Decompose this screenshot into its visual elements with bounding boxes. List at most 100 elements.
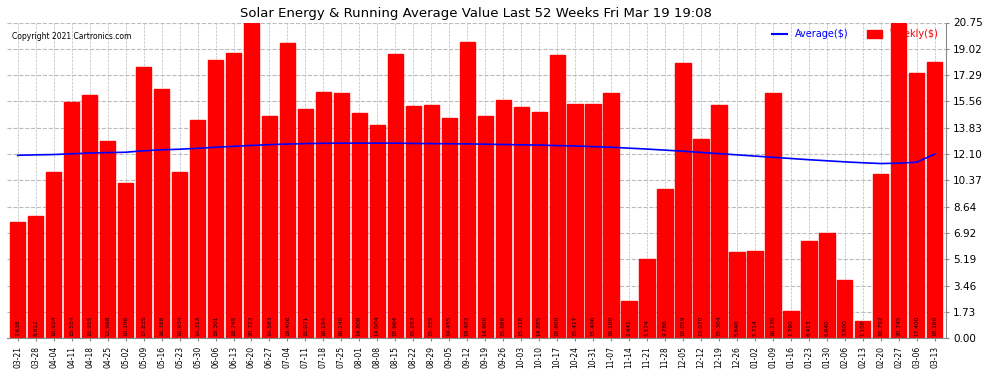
Bar	[208, 60, 223, 338]
Bar	[657, 189, 672, 338]
Text: 5.640: 5.640	[735, 319, 740, 336]
Text: 16.100: 16.100	[609, 316, 614, 336]
Bar	[514, 106, 529, 338]
Text: 14.313: 14.313	[195, 315, 200, 336]
Bar	[10, 222, 26, 338]
Text: 13.070: 13.070	[699, 315, 704, 336]
Text: 14.004: 14.004	[375, 315, 380, 336]
Text: 15.071: 15.071	[303, 315, 308, 336]
Text: 15.554: 15.554	[69, 315, 74, 336]
Text: 2.441: 2.441	[627, 319, 632, 336]
Bar	[801, 241, 817, 338]
Text: 18.664: 18.664	[393, 316, 398, 336]
Text: 18.745: 18.745	[231, 315, 236, 336]
Bar	[64, 102, 79, 338]
Text: 8.012: 8.012	[34, 319, 39, 336]
Bar	[442, 118, 457, 338]
Text: 14.455: 14.455	[446, 315, 451, 336]
Text: 15.283: 15.283	[411, 315, 416, 336]
Title: Solar Energy & Running Average Value Last 52 Weeks Fri Mar 19 19:08: Solar Energy & Running Average Value Las…	[241, 7, 712, 20]
Text: 1.790: 1.790	[788, 319, 793, 336]
Bar	[118, 183, 134, 338]
Bar	[459, 42, 475, 338]
Text: 5.174: 5.174	[644, 319, 649, 336]
Text: 3.800: 3.800	[842, 319, 847, 336]
Bar	[369, 125, 385, 338]
Text: 16.388: 16.388	[159, 315, 164, 336]
Bar	[190, 120, 205, 338]
Bar	[855, 321, 870, 338]
Text: 7.638: 7.638	[15, 319, 20, 336]
Text: 18.160: 18.160	[933, 316, 938, 336]
Bar	[783, 311, 799, 338]
Text: 9.786: 9.786	[662, 319, 667, 336]
Text: 15.355: 15.355	[429, 315, 434, 336]
Text: 6.413: 6.413	[807, 319, 812, 336]
Text: 10.792: 10.792	[878, 315, 883, 336]
Text: 6.940: 6.940	[825, 319, 830, 336]
Bar	[640, 260, 654, 338]
Bar	[100, 141, 115, 338]
Bar	[622, 301, 637, 338]
Bar	[496, 99, 511, 338]
Text: 1.100: 1.100	[860, 319, 865, 336]
Bar	[153, 89, 169, 338]
Bar	[765, 93, 780, 338]
Text: 16.140: 16.140	[339, 316, 344, 336]
Text: 15.955: 15.955	[87, 315, 92, 336]
Bar	[136, 67, 151, 338]
Text: 15.406: 15.406	[591, 315, 596, 336]
Bar	[604, 93, 619, 338]
Text: 15.304: 15.304	[717, 315, 722, 336]
Bar	[424, 105, 439, 338]
Bar	[873, 174, 888, 338]
Bar	[261, 116, 277, 338]
Text: 10.924: 10.924	[51, 315, 56, 336]
Text: 10.196: 10.196	[123, 316, 128, 336]
Text: 18.600: 18.600	[554, 315, 559, 336]
Legend: Average($), Weekly($): Average($), Weekly($)	[770, 27, 940, 41]
Text: 14.808: 14.808	[356, 315, 362, 336]
Bar	[891, 22, 907, 338]
Bar	[28, 216, 44, 338]
Text: 18.059: 18.059	[680, 315, 685, 336]
Bar	[406, 106, 421, 338]
Text: 5.714: 5.714	[752, 319, 757, 336]
Text: 12.988: 12.988	[105, 315, 110, 336]
Text: 19.483: 19.483	[464, 315, 469, 336]
Text: 10.934: 10.934	[177, 315, 182, 336]
Text: 14.885: 14.885	[537, 315, 542, 336]
Bar	[226, 53, 242, 338]
Text: 20.745: 20.745	[896, 315, 901, 336]
Bar	[172, 172, 187, 338]
Bar	[712, 105, 727, 338]
Bar	[730, 252, 744, 338]
Text: 15.218: 15.218	[519, 315, 524, 336]
Bar	[82, 96, 97, 338]
Text: 18.301: 18.301	[213, 315, 218, 336]
Text: Copyright 2021 Cartronics.com: Copyright 2021 Cartronics.com	[12, 32, 131, 41]
Bar	[549, 55, 565, 338]
Text: 15.686: 15.686	[501, 316, 506, 336]
Bar	[927, 62, 942, 338]
Text: 20.723: 20.723	[248, 315, 254, 336]
Bar	[280, 43, 295, 338]
Bar	[747, 251, 762, 338]
Bar	[567, 104, 583, 338]
Bar	[316, 92, 331, 338]
Bar	[244, 23, 259, 338]
Text: 19.406: 19.406	[285, 315, 290, 336]
Bar	[820, 232, 835, 338]
Text: 16.154: 16.154	[321, 316, 326, 336]
Bar	[477, 116, 493, 338]
Bar	[909, 74, 925, 338]
Bar	[47, 172, 61, 338]
Text: 17.835: 17.835	[142, 315, 147, 336]
Text: 14.583: 14.583	[267, 315, 272, 336]
Bar	[675, 63, 691, 338]
Bar	[838, 280, 852, 338]
Bar	[532, 112, 546, 338]
Text: 15.417: 15.417	[572, 315, 577, 336]
Text: 16.130: 16.130	[770, 316, 775, 336]
Bar	[585, 104, 601, 338]
